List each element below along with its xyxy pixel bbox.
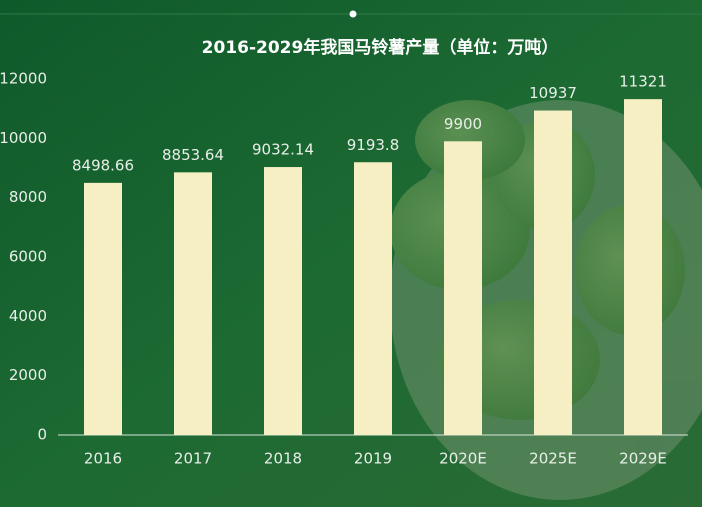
bar [84,182,122,435]
bar [624,99,662,435]
x-tick-label: 2025E [529,450,577,468]
x-tick-label: 2017 [174,450,212,468]
bar [534,110,572,435]
y-tick-label: 6000 [9,248,47,266]
y-tick-label: 2000 [9,366,47,384]
y-tick-label: 8000 [9,188,47,206]
data-label: 8853.64 [162,146,224,164]
y-tick-label: 10000 [0,129,47,147]
bar [354,162,392,435]
data-label: 9032.14 [252,141,314,159]
x-tick-label: 2018 [264,450,302,468]
top-dot [349,10,357,18]
bar [444,141,482,436]
x-tick-label: 2020E [439,450,487,468]
bar [264,167,302,435]
x-tick-label: 2016 [84,450,122,468]
y-tick-label: 4000 [9,307,47,325]
data-label: 11321 [619,73,667,91]
data-label: 9193.8 [347,136,400,154]
y-tick-label: 12000 [0,70,47,88]
data-label: 9900 [444,115,482,133]
bar [174,172,212,435]
chart-title: 2016-2029年我国马铃薯产量（单位：万吨） [202,37,559,58]
data-label: 8498.66 [72,156,134,174]
y-tick-label: 0 [37,426,47,444]
data-label: 10937 [529,84,577,102]
x-tick-label: 2019 [354,450,392,468]
x-tick-label: 2029E [619,450,667,468]
